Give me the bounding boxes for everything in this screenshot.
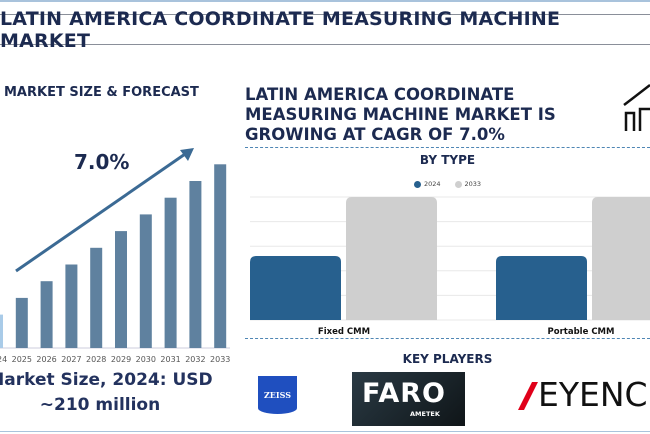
bar-fixed-cmm-2024 bbox=[250, 256, 341, 320]
category-label: Portable CMM bbox=[548, 327, 615, 337]
tick-label-2033: 2033 bbox=[210, 355, 230, 364]
trend-arrowhead bbox=[180, 148, 194, 161]
tick-label-2024: 2024 bbox=[0, 355, 7, 364]
bar-2031 bbox=[164, 197, 177, 348]
bar-portable-cmm-2024 bbox=[496, 256, 587, 320]
bar-2032 bbox=[189, 181, 202, 348]
zeiss-logo: ZEISS bbox=[258, 376, 297, 414]
bar-2033 bbox=[214, 164, 227, 348]
bar-portable-cmm-2033 bbox=[592, 197, 650, 320]
bar-2026 bbox=[40, 281, 53, 348]
bar-fixed-cmm-2033 bbox=[346, 197, 437, 320]
bar-2025 bbox=[15, 297, 28, 348]
market-size-text: Market Size, 2024: USD ~210 million bbox=[0, 368, 230, 418]
growth-headline: LATIN AMERICA COORDINATE MEASURING MACHI… bbox=[245, 85, 556, 144]
bar-2030 bbox=[139, 214, 152, 348]
market-size-heading: MARKET SIZE & FORECAST bbox=[4, 85, 199, 100]
tick-label-2029: 2029 bbox=[111, 355, 131, 364]
category-label: Fixed CMM bbox=[318, 327, 370, 337]
key-players-heading: KEY PLAYERS bbox=[402, 352, 493, 366]
bar-2029 bbox=[115, 231, 127, 348]
tick-label-2032: 2032 bbox=[185, 355, 205, 364]
tick-label-2025: 2025 bbox=[12, 355, 32, 364]
top-strip bbox=[0, 0, 650, 2]
divider bbox=[245, 147, 650, 148]
page-title: LATIN AMERICA COORDINATE MEASURING MACHI… bbox=[0, 8, 650, 52]
tick-label-2026: 2026 bbox=[36, 355, 56, 364]
legend-label: 2033 bbox=[464, 180, 482, 188]
faro-logo: FARO AMETEK bbox=[352, 372, 465, 426]
legend-label: 2024 bbox=[423, 180, 441, 188]
house-icon bbox=[623, 84, 650, 131]
market-size-line1: Market Size, 2024: USD bbox=[0, 370, 213, 390]
trend-arrow bbox=[15, 150, 189, 273]
bar-2024 bbox=[0, 314, 3, 348]
by-type-heading: BY TYPE bbox=[419, 153, 476, 167]
divider bbox=[245, 338, 650, 339]
bottom-line bbox=[0, 431, 650, 432]
cagr-annotation: 7.0% bbox=[74, 150, 130, 174]
tick-label-2030: 2030 bbox=[136, 355, 156, 364]
legend-item-2033: 2033 bbox=[454, 180, 482, 188]
keyence-logo: EYENC bbox=[518, 375, 648, 414]
tick-label-2028: 2028 bbox=[86, 355, 106, 364]
title-text: LATIN AMERICA COORDINATE MEASURING MACHI… bbox=[0, 7, 561, 52]
bar-2028 bbox=[90, 247, 103, 348]
bar-2027 bbox=[65, 264, 78, 348]
legend-item-2024: 2024 bbox=[413, 180, 441, 188]
by-type-chart: Fixed CMM Portable CMM bbox=[250, 196, 650, 337]
legend-dot bbox=[413, 180, 421, 188]
legend-dot bbox=[454, 180, 462, 188]
forecast-chart: 2024 2025 2026 2027 2028 2029 2030 2031 2032 2033 bbox=[0, 148, 230, 364]
tick-label-2031: 2031 bbox=[160, 355, 180, 364]
market-size-line2: ~210 million bbox=[39, 395, 161, 415]
tick-label-2027: 2027 bbox=[61, 355, 81, 364]
legend: 2024 2033 bbox=[245, 180, 650, 188]
